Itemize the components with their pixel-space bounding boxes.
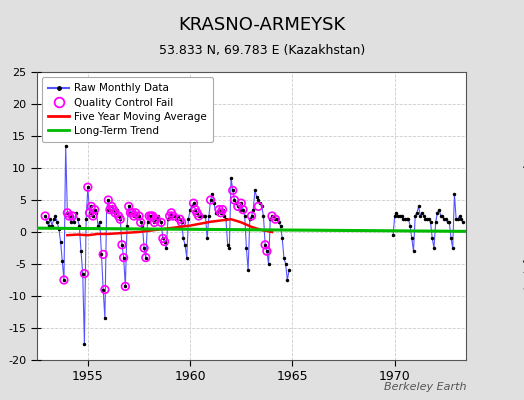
Point (114, 213, 123, 219)
Point (247, 213, 256, 219)
Point (176, 216, 184, 222)
Point (145, 213, 154, 219)
Point (159, 235, 167, 242)
Point (85, 210, 94, 216)
Point (60, 277, 68, 283)
Point (106, 206, 114, 213)
Point (157, 219, 166, 226)
Point (160, 238, 169, 245)
Point (107, 203, 116, 210)
Point (109, 206, 117, 213)
Point (129, 213, 138, 219)
Point (84, 184, 92, 190)
Point (193, 210, 201, 216)
Point (135, 213, 143, 219)
Point (228, 187, 237, 194)
Point (132, 210, 140, 216)
Point (219, 206, 227, 213)
Point (118, 242, 126, 248)
Point (136, 219, 145, 226)
Point (234, 203, 242, 210)
Point (237, 200, 245, 206)
Point (65, 213, 73, 219)
Point (121, 283, 129, 290)
Point (111, 210, 119, 216)
Point (216, 210, 225, 216)
Point (178, 219, 186, 226)
Text: 53.833 N, 69.783 E (Kazakhstan): 53.833 N, 69.783 E (Kazakhstan) (159, 44, 365, 57)
Y-axis label: Temperature Anomaly (°C): Temperature Anomaly (°C) (522, 142, 524, 290)
Point (206, 197, 215, 203)
Point (148, 213, 157, 219)
Point (80, 270, 89, 277)
Point (63, 210, 72, 216)
Point (101, 286, 109, 293)
Point (99, 251, 107, 258)
Point (89, 213, 97, 219)
Point (152, 216, 160, 222)
Point (126, 210, 135, 216)
Legend: Raw Monthly Data, Quality Control Fail, Five Year Moving Average, Long-Term Tren: Raw Monthly Data, Quality Control Fail, … (42, 77, 213, 142)
Point (68, 213, 77, 219)
Point (87, 203, 95, 210)
Point (254, 203, 263, 210)
Point (128, 210, 136, 216)
Point (141, 254, 150, 261)
Point (167, 210, 176, 216)
Point (41, 213, 49, 219)
Point (191, 206, 200, 213)
Point (150, 219, 159, 226)
Point (230, 197, 238, 203)
Point (194, 213, 203, 219)
Point (91, 206, 99, 213)
Point (147, 213, 155, 219)
Point (125, 203, 133, 210)
Point (116, 216, 124, 222)
Point (261, 242, 269, 248)
Point (189, 200, 198, 206)
Point (268, 213, 276, 219)
Point (104, 197, 113, 203)
Point (166, 213, 174, 219)
Text: Berkeley Earth: Berkeley Earth (384, 382, 466, 392)
Point (169, 213, 177, 219)
Point (140, 245, 148, 251)
Point (271, 216, 280, 222)
Point (263, 248, 271, 254)
Text: KRASNO-ARMEYSK: KRASNO-ARMEYSK (178, 16, 346, 34)
Point (119, 254, 128, 261)
Point (239, 206, 247, 213)
Point (215, 206, 223, 213)
